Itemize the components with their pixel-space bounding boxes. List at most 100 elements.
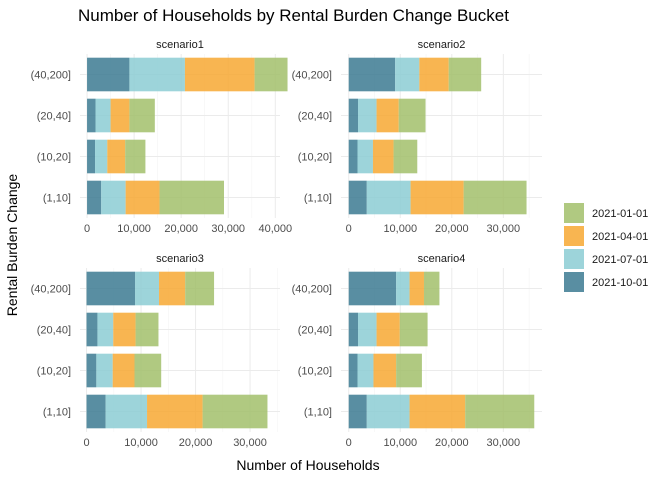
bar-segment xyxy=(410,180,464,215)
facet-strip-label: scenario2 xyxy=(418,39,466,51)
x-tick-label: 20,000 xyxy=(179,437,213,449)
y-tick-label: (40,200] xyxy=(31,70,71,82)
x-tick-label: 10,000 xyxy=(124,437,158,449)
bar-segment xyxy=(95,139,108,174)
bar-segment xyxy=(409,394,466,429)
panel-scenario4: scenario4 (1,10] (10,20] (20,40] (40,200] 0 10… xyxy=(292,253,542,449)
bar-segment xyxy=(348,271,397,306)
bar-segment xyxy=(86,353,97,388)
x-tick-label: 30,000 xyxy=(487,437,521,449)
bar-segment xyxy=(396,353,422,388)
legend-label: 2021-10-01 xyxy=(592,277,648,289)
bar-segment xyxy=(107,139,126,174)
bar-segment xyxy=(409,271,424,306)
bar-segment xyxy=(357,139,373,174)
bar-segment xyxy=(465,394,535,429)
bar-segment xyxy=(348,353,358,388)
bar-segment xyxy=(376,312,400,347)
y-tick-label: (10,20] xyxy=(298,366,332,378)
bar-segment xyxy=(448,57,482,92)
y-tick-label: (10,20] xyxy=(37,366,71,378)
x-tick-label: 20,000 xyxy=(164,223,198,235)
y-axis-title: Rental Burden Change xyxy=(4,174,20,317)
x-tick-label: 30,000 xyxy=(233,437,267,449)
x-tick-label: 0 xyxy=(84,223,90,235)
bar-segment xyxy=(202,394,268,429)
bar-segment xyxy=(112,353,135,388)
bar-segment xyxy=(376,98,399,133)
bar-segment xyxy=(419,57,449,92)
bar-segment xyxy=(254,57,288,92)
x-tick-label: 10,000 xyxy=(383,437,417,449)
bar-segment xyxy=(348,312,359,347)
bar-segment xyxy=(97,312,114,347)
legend-key xyxy=(564,226,584,246)
bar-segment xyxy=(95,98,111,133)
bar-segment xyxy=(348,139,358,174)
x-tick-label: 0 xyxy=(83,437,89,449)
bar-segment xyxy=(87,139,96,174)
bar-segment xyxy=(366,180,411,215)
bar-segment xyxy=(184,57,255,92)
bar-segment xyxy=(86,394,106,429)
bar-segment xyxy=(87,57,130,92)
x-tick-label: 0 xyxy=(346,437,352,449)
bar-segment xyxy=(96,353,113,388)
x-tick-label: 0 xyxy=(346,223,352,235)
x-tick-label: 30,000 xyxy=(211,223,245,235)
bar-segment xyxy=(463,180,527,215)
bar-segment xyxy=(147,394,203,429)
bar-segment xyxy=(86,312,98,347)
facet-strip-label: scenario1 xyxy=(156,39,204,51)
bar-segment xyxy=(110,98,130,133)
bar-segment xyxy=(135,271,160,306)
x-tick-label: 10,000 xyxy=(383,223,417,235)
bar-segment xyxy=(398,98,426,133)
x-tick-label: 30,000 xyxy=(487,223,521,235)
chart-title: Number of Households by Rental Burden Ch… xyxy=(78,6,509,25)
y-tick-label: (20,40] xyxy=(298,111,332,123)
bar-segment xyxy=(129,98,155,133)
panel-scenario2: scenario2 (1,10] (10,20] (20,40] (40,200] 0 10… xyxy=(292,39,542,235)
bar-segment xyxy=(348,98,359,133)
bar-segment xyxy=(86,271,136,306)
bar-segment xyxy=(366,394,410,429)
bar-segment xyxy=(135,312,159,347)
bar-segment xyxy=(373,353,397,388)
legend-label: 2021-04-01 xyxy=(592,231,648,243)
bar-segment xyxy=(348,180,367,215)
bar-segment xyxy=(395,57,420,92)
bar-segment xyxy=(105,394,148,429)
bar-segment xyxy=(399,312,428,347)
legend-key xyxy=(564,272,584,292)
y-tick-label: (1,10] xyxy=(43,193,71,205)
bar-segment xyxy=(101,180,126,215)
bar-segment xyxy=(129,57,185,92)
y-tick-label: (1,10] xyxy=(43,407,71,419)
facet-panels: scenario1 (1,10] (10,20] (20,40] (40,200] 0 10… xyxy=(31,39,542,449)
bar-segment xyxy=(159,271,186,306)
y-tick-label: (40,200] xyxy=(31,284,71,296)
bar-segment xyxy=(125,139,146,174)
legend-label: 2021-01-01 xyxy=(592,208,648,220)
panel-scenario1: scenario1 (1,10] (10,20] (20,40] (40,200] 0 10… xyxy=(31,39,292,235)
bar-segment xyxy=(357,353,374,388)
bar-segment xyxy=(87,180,102,215)
bar-segment xyxy=(159,180,224,215)
legend-label: 2021-07-01 xyxy=(592,254,648,266)
y-tick-label: (40,200] xyxy=(292,70,332,82)
bar-segment xyxy=(358,98,377,133)
x-tick-label: 10,000 xyxy=(117,223,151,235)
y-tick-label: (1,10] xyxy=(304,193,332,205)
bar-segment xyxy=(87,98,96,133)
y-tick-label: (40,200] xyxy=(292,284,332,296)
facet-strip-label: scenario4 xyxy=(418,253,466,265)
x-tick-label: 20,000 xyxy=(435,223,469,235)
bar-segment xyxy=(185,271,215,306)
x-tick-label: 40,000 xyxy=(258,223,292,235)
bar-segment xyxy=(348,394,367,429)
y-tick-label: (20,40] xyxy=(37,111,71,123)
bar-segment xyxy=(113,312,136,347)
bar-segment xyxy=(393,139,418,174)
